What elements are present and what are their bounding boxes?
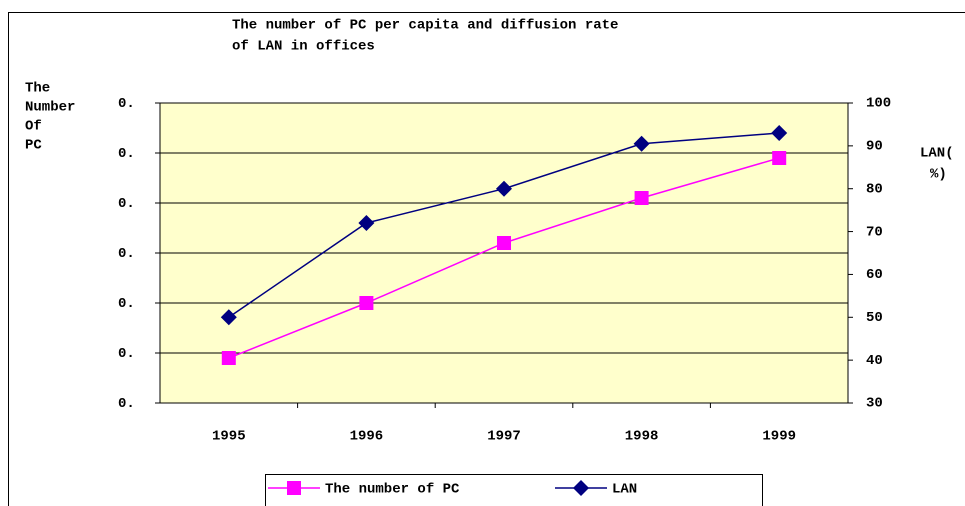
legend-label: The number of PC bbox=[325, 482, 460, 498]
marker bbox=[772, 151, 787, 165]
y-tick-label: 0.6 bbox=[118, 196, 135, 228]
y-axis-label: Of bbox=[25, 119, 42, 135]
y2-tick-label: 30 bbox=[866, 396, 883, 412]
y-tick-label: 0.7 bbox=[118, 146, 135, 178]
y-tick-label: 0.8 bbox=[118, 96, 135, 128]
x-tick-label: 1995 bbox=[212, 429, 246, 445]
y2-axis-label: LAN( bbox=[920, 146, 954, 162]
marker bbox=[771, 125, 788, 141]
marker bbox=[634, 191, 649, 205]
y2-tick-label: 90 bbox=[866, 139, 883, 155]
x-tick-label: 1999 bbox=[762, 429, 796, 445]
x-tick-label: 1997 bbox=[487, 429, 521, 445]
y-axis-label: The bbox=[25, 81, 50, 97]
marker bbox=[496, 180, 512, 197]
y2-tick-label: 60 bbox=[866, 267, 883, 283]
marker bbox=[633, 135, 650, 152]
y-tick-label: 0.4 bbox=[118, 296, 135, 328]
y-axis-label: PC bbox=[25, 138, 42, 154]
chart-title: of LAN in offices bbox=[232, 39, 375, 55]
x-tick-label: 1998 bbox=[625, 429, 659, 445]
legend-label: LAN bbox=[612, 482, 637, 498]
marker bbox=[497, 236, 511, 250]
y2-tick-label: 100 bbox=[866, 96, 891, 112]
x-tick-label: 1996 bbox=[350, 429, 384, 445]
marker bbox=[358, 215, 375, 231]
y2-axis-label: %) bbox=[930, 167, 947, 183]
y-tick-label: 0.5 bbox=[118, 246, 135, 278]
y2-tick-label: 80 bbox=[866, 181, 883, 197]
y-tick-label: 0.3 bbox=[118, 346, 135, 378]
marker bbox=[220, 309, 237, 326]
y2-tick-label: 50 bbox=[866, 310, 883, 326]
y-tick-label: 0.2 bbox=[118, 396, 135, 428]
y-axis-label: Number bbox=[25, 100, 75, 116]
y2-tick-label: 70 bbox=[866, 224, 883, 240]
y2-tick-label: 40 bbox=[866, 353, 883, 369]
legend-marker bbox=[287, 481, 301, 495]
legend-marker bbox=[573, 480, 589, 496]
marker bbox=[359, 296, 374, 310]
chart-title: The number of PC per capita and diffusio… bbox=[232, 18, 618, 34]
marker bbox=[221, 351, 236, 365]
legend-box bbox=[265, 474, 763, 506]
